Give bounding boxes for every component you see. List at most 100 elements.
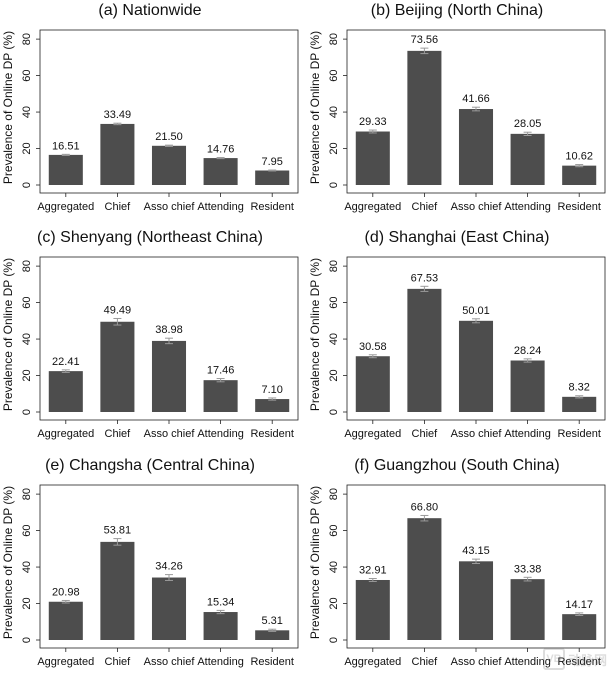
y-tick-label: 0 — [328, 409, 340, 415]
y-tick-label: 60 — [328, 296, 340, 308]
y-tick-label: 40 — [21, 106, 33, 118]
y-axis-label: Prevalence of Online DP (%) — [1, 258, 15, 411]
x-tick-label: Resident — [557, 201, 600, 213]
bar — [48, 601, 83, 640]
bar — [562, 614, 597, 640]
bar — [151, 340, 187, 412]
panel-title: (f) Guangzhou (South China) — [354, 457, 560, 474]
data-label: 20.98 — [52, 586, 80, 598]
x-tick-label: Resident — [557, 428, 600, 440]
x-tick-label: Asso chief — [144, 428, 196, 440]
bar — [355, 356, 390, 412]
data-label: 28.24 — [514, 345, 542, 357]
y-tick-label: 80 — [21, 488, 33, 500]
bar — [151, 145, 187, 185]
y-tick-label: 80 — [21, 260, 33, 272]
data-label: 53.81 — [104, 525, 132, 537]
y-tick-label: 20 — [21, 142, 33, 154]
data-label: 29.33 — [359, 116, 387, 128]
data-label: 33.49 — [104, 109, 132, 121]
x-tick-label: Chief — [412, 201, 439, 213]
bar — [562, 396, 597, 412]
y-tick-label: 20 — [328, 597, 340, 609]
data-label: 5.31 — [261, 615, 282, 627]
bar — [203, 380, 238, 412]
data-label: 7.95 — [261, 156, 282, 168]
x-tick-label: Chief — [412, 428, 439, 440]
panel-changsha: (e) Changsha (Central China) 0 20 40 60 80 Pr… — [0, 455, 300, 680]
panel-title: (a) Nationwide — [98, 2, 202, 19]
y-tick-label: 0 — [21, 409, 33, 415]
x-tick-label: Attending — [504, 428, 550, 440]
x-tick-label: Attending — [197, 201, 243, 213]
y-tick-label: 40 — [21, 333, 33, 345]
data-label: 50.01 — [462, 305, 490, 317]
data-label: 38.98 — [155, 324, 183, 336]
data-label: 22.41 — [52, 356, 80, 368]
panel-nationwide: (a) Nationwide 0 20 40 60 80 Prevalence of On… — [0, 0, 300, 225]
bar — [458, 320, 494, 412]
y-tick-label: 80 — [328, 33, 340, 45]
bar — [203, 158, 238, 185]
bar — [510, 579, 545, 640]
x-tick-label: Asso chief — [451, 201, 503, 213]
y-tick-label: 20 — [328, 142, 340, 154]
bar — [562, 165, 597, 185]
data-label: 34.26 — [155, 561, 183, 573]
x-tick-label: Asso chief — [144, 201, 196, 213]
y-axis-label: Prevalence of Online DP (%) — [1, 486, 15, 639]
data-label: 66.80 — [411, 501, 439, 513]
bar — [203, 612, 238, 640]
x-tick-label: Attending — [197, 656, 243, 668]
y-tick-label: 60 — [328, 69, 340, 81]
x-tick-label: Asso chief — [451, 656, 503, 668]
bar — [407, 518, 442, 640]
x-tick-label: Aggregated — [344, 201, 401, 213]
bar — [100, 123, 135, 185]
x-tick-label: Resident — [557, 656, 600, 668]
x-tick-label: Asso chief — [451, 428, 503, 440]
x-tick-label: Aggregated — [344, 656, 401, 668]
data-label: 43.15 — [462, 545, 490, 557]
x-tick-label: Chief — [105, 428, 132, 440]
data-label: 49.49 — [104, 304, 132, 316]
data-label: 15.34 — [207, 596, 235, 608]
data-label: 16.51 — [52, 140, 80, 152]
y-axis-label: Prevalence of Online DP (%) — [308, 258, 322, 411]
bar — [100, 321, 135, 412]
y-axis-label: Prevalence of Online DP (%) — [1, 31, 15, 184]
x-tick-label: Attending — [197, 428, 243, 440]
bar — [151, 577, 187, 640]
watermark: VB 动脉网 — [542, 648, 607, 670]
x-tick-label: Resident — [250, 201, 293, 213]
panel-shenyang: (c) Shenyang (Northeast China) 0 20 40 60 80… — [0, 227, 300, 452]
x-tick-label: Resident — [250, 428, 293, 440]
y-tick-label: 60 — [21, 296, 33, 308]
data-label: 17.46 — [207, 365, 235, 377]
y-tick-label: 40 — [328, 561, 340, 573]
data-label: 8.32 — [568, 382, 589, 394]
data-label: 14.76 — [207, 144, 235, 156]
bar — [355, 131, 390, 185]
data-label: 33.38 — [514, 563, 542, 575]
y-tick-label: 20 — [21, 597, 33, 609]
y-axis-label: Prevalence of Online DP (%) — [308, 31, 322, 184]
data-label: 73.56 — [411, 34, 439, 46]
bar — [407, 50, 442, 185]
panel-beijing: (b) Beijing (North China) 0 20 40 60 80 Preva… — [307, 0, 607, 225]
bar — [100, 541, 135, 640]
x-tick-label: Attending — [504, 656, 550, 668]
bar-chart-changsha: 0 20 40 60 80 Prevalence of Online DP (%) 20.9… — [1, 484, 299, 668]
bar-chart-shanghai: 0 20 40 60 80 Prevalence of Online DP (%) 30.5… — [308, 256, 606, 440]
panel-title: (d) Shanghai (East China) — [364, 229, 550, 246]
bar-chart-nationwide: 0 20 40 60 80 Prevalence of Online DP (%) 16.5… — [1, 29, 299, 213]
y-tick-label: 0 — [21, 637, 33, 643]
x-tick-label: Asso chief — [144, 656, 196, 668]
bar — [48, 371, 83, 412]
panel-guangzhou: (f) Guangzhou (South China) 0 20 40 60 80 Pre… — [307, 455, 607, 680]
bar — [510, 133, 545, 185]
x-tick-label: Aggregated — [344, 428, 401, 440]
y-tick-label: 40 — [328, 333, 340, 345]
data-label: 41.66 — [462, 93, 490, 105]
